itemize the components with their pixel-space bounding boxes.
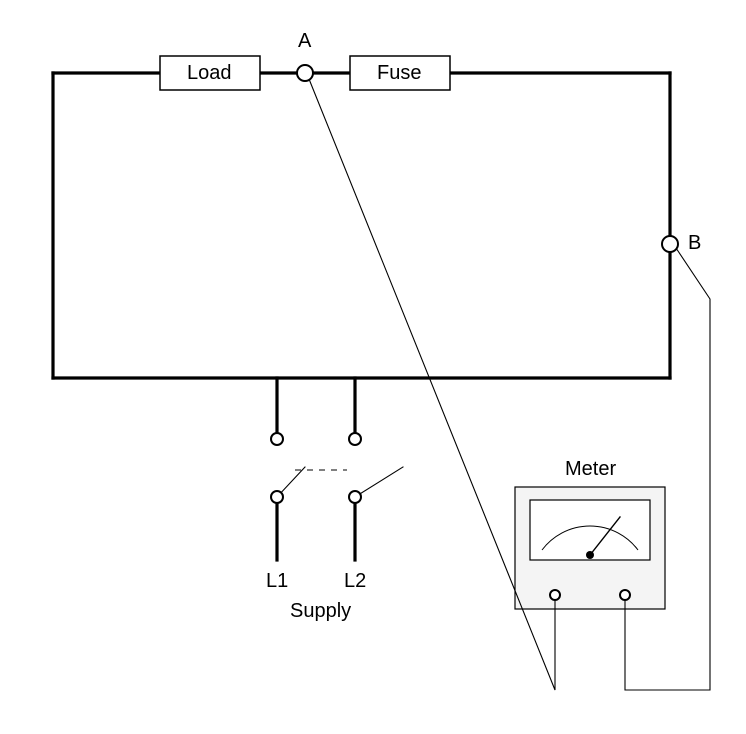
label-node-a: A — [298, 30, 311, 53]
label-load: Load — [187, 62, 232, 85]
label-supply: Supply — [290, 600, 351, 623]
label-l1: L1 — [266, 570, 288, 593]
label-meter: Meter — [565, 458, 616, 481]
label-l2: L2 — [344, 570, 366, 593]
circuit-diagram — [0, 0, 746, 734]
label-fuse: Fuse — [377, 62, 421, 85]
label-node-b: B — [688, 232, 701, 255]
